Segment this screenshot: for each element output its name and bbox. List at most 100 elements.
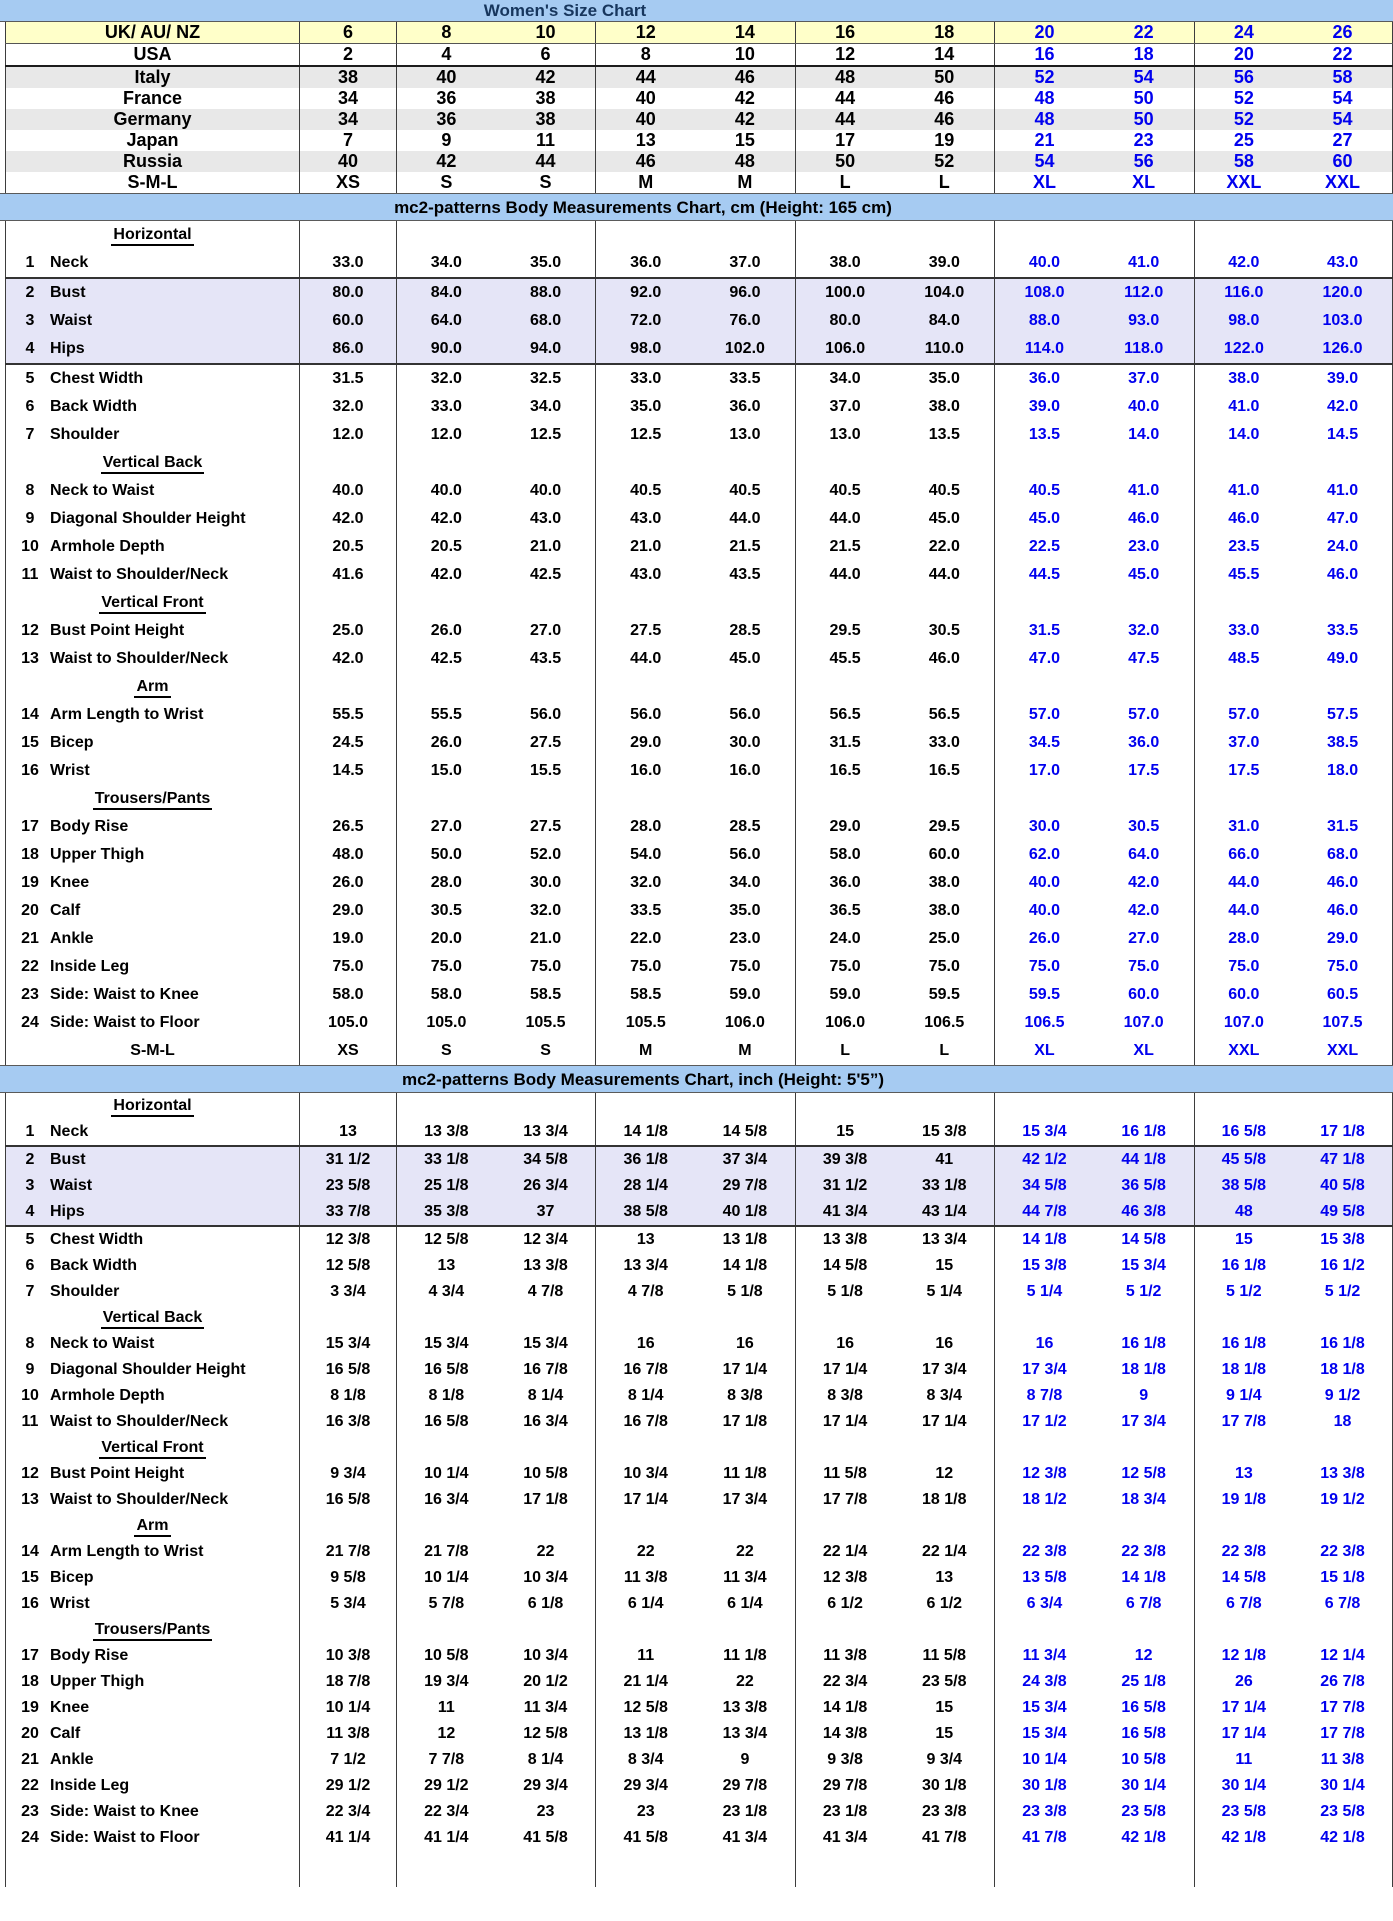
womens-size-chart-title: Women's Size Chart [483,1,647,20]
measurement-value-cell: 10 3/4 [523,1569,568,1586]
measurement-value-cell: 31 1/2 [794,1173,895,1199]
measurement-value-cell: 72.0 [595,307,695,335]
measurement-value-cell: 9 3/4 [299,1461,396,1487]
measurement-value-cell: 12.5 [595,421,695,449]
measurement-value-cell: 6 1/2 [926,1595,963,1612]
measurement-value-cell: 44.0 [595,645,695,673]
measurement-number: 7 [25,426,35,443]
measurement-value-cell: 42.0 [1193,249,1294,277]
measurement-value-cell: 96.0 [729,284,761,301]
measurement-value-cell: 110.0 [924,340,964,357]
measurement-value-cell: 34.0 [729,874,761,891]
measurement-value-cell: 15 3/4 [994,1721,1094,1747]
empty-cell [1193,785,1294,813]
measurement-value-cell: 106.5 [924,1014,965,1031]
size-value-cell: L [938,172,950,192]
measurement-value-cell: 12 [396,1721,496,1747]
measurement-value-cell: 16 5/8 [1193,1119,1294,1145]
measurement-number: 15 [21,734,39,751]
size-value-cell: 8 [595,44,695,65]
measurement-value-cell: 55.5 [396,701,496,729]
measurement-value-cell: 13 3/4 [523,1123,568,1140]
measurement-row: 16 Wrist 14.5 15.0 15.5 16.0 16.0 16.5 16.5 17.0 1… [5,757,1393,785]
table-footer-gridlines [5,1851,1393,1887]
measurement-value-cell: 29 7/8 [722,1177,768,1194]
section-header-row: Horizontal [5,221,1393,249]
empty-cell [994,785,1094,813]
measurement-value-cell: 21 7/8 [299,1539,396,1565]
empty-cell [1293,589,1393,617]
measurement-number: 4 [25,340,35,357]
empty-cell [794,673,895,701]
measurement-value-cell: 25 1/8 [1121,1673,1166,1690]
measurement-value-cell: 120.0 [1293,279,1393,307]
measurement-value-cell: 30.0 [994,813,1094,841]
empty-cell [595,589,695,617]
measurement-value-cell: 40.5 [928,482,960,499]
measurement-number: 6 [25,1257,35,1274]
measurement-value-cell: 122.0 [1193,335,1294,363]
size-value-cell: XXL [1293,172,1393,193]
empty-cell [595,221,695,249]
measurement-value-cell: 80.0 [794,307,895,335]
size-value-cell: 21 [994,130,1094,151]
measurement-value-cell: 8 1/4 [595,1383,695,1409]
size-value-cell: 42 [734,109,755,129]
measurement-label-cell: 20 Calf [5,897,299,925]
measurement-row: 21 Ankle 7 1/2 7 7/8 8 1/4 8 3/4 9 9 3/8 9 3/4 10… [5,1747,1393,1773]
measurement-value-cell: 47.5 [1128,650,1160,667]
measurement-label: Ankle [50,1751,94,1768]
measurement-number: 18 [21,1673,39,1690]
measurement-value-cell: 27.5 [529,818,562,835]
measurement-value-cell: 16 [794,1331,895,1357]
measurement-value-cell: 16 7/8 [595,1357,695,1383]
measurement-value-cell: 23.0 [729,930,761,947]
measurement-number: 8 [25,482,35,499]
measurement-number: 11 [21,1413,39,1430]
measurement-value-cell: 38.0 [1193,365,1294,393]
measurement-label: Back Width [50,398,137,415]
measurement-number: 3 [25,1177,35,1194]
measurement-value-cell: 11 5/8 [922,1647,967,1664]
measurement-value-cell: 23 1/8 [794,1799,895,1825]
measurement-value-cell: 23 5/8 [922,1673,967,1690]
size-value-cell: 9 [396,130,496,151]
measurement-label-cell: 3 Waist [5,1173,299,1199]
empty-cell [299,589,396,617]
measurement-value-cell: 17 1/4 [922,1413,967,1430]
size-value-cell: 40 [595,88,695,109]
measurement-value-cell: 33 1/8 [396,1147,496,1173]
empty-cell [695,785,795,813]
empty-cell [595,1093,695,1119]
measurement-label-cell: 10 Armhole Depth [5,533,299,561]
measurement-label-cell: 1 Neck [5,1119,299,1145]
measurement-value-cell: 9 3/8 [794,1747,895,1773]
measurement-label: Neck [50,254,89,271]
measurement-value-cell: 49 5/8 [1293,1199,1393,1225]
size-value-cell: 56 [1133,151,1154,171]
measurement-value-cell: 22 3/4 [794,1669,895,1695]
measurement-value-cell: 16 5/8 [396,1357,496,1383]
size-region-label: S-M-L [5,172,299,193]
measurement-value-cell: 56.0 [729,706,761,723]
measurement-value-cell: 34.5 [994,729,1094,757]
measurement-value-cell: 59.5 [928,986,960,1003]
empty-cell [1293,1305,1393,1331]
empty-cell [396,1093,496,1119]
empty-cell [894,1513,994,1539]
measurement-value-cell: 56.5 [794,701,895,729]
measurement-number: 17 [21,1647,39,1664]
measurement-number: 20 [21,902,39,919]
measurement-value-cell: 41 7/8 [994,1825,1094,1851]
measurement-value-cell: 38.5 [1293,729,1393,757]
measurement-label: Upper Thigh [50,846,145,863]
size-value-cell: 46 [734,67,755,87]
measurement-value-cell: 16 [994,1331,1094,1357]
size-row: Russia 40 42 44 46 48 50 52 54 56 58 60 [5,151,1393,172]
measurement-label: Bicep [50,734,94,751]
measurement-value-cell: 13.0 [794,421,895,449]
cm-measurements-table: Horizontal 1 Neck 33.0 34.0 35.0 36.0 37.0 38.0 3… [5,221,1393,1065]
measurement-label-cell: 13 Waist to Shoulder/Neck [5,1487,299,1513]
size-value-cell: 48 [994,109,1094,130]
measurement-value-cell: 47.0 [994,645,1094,673]
